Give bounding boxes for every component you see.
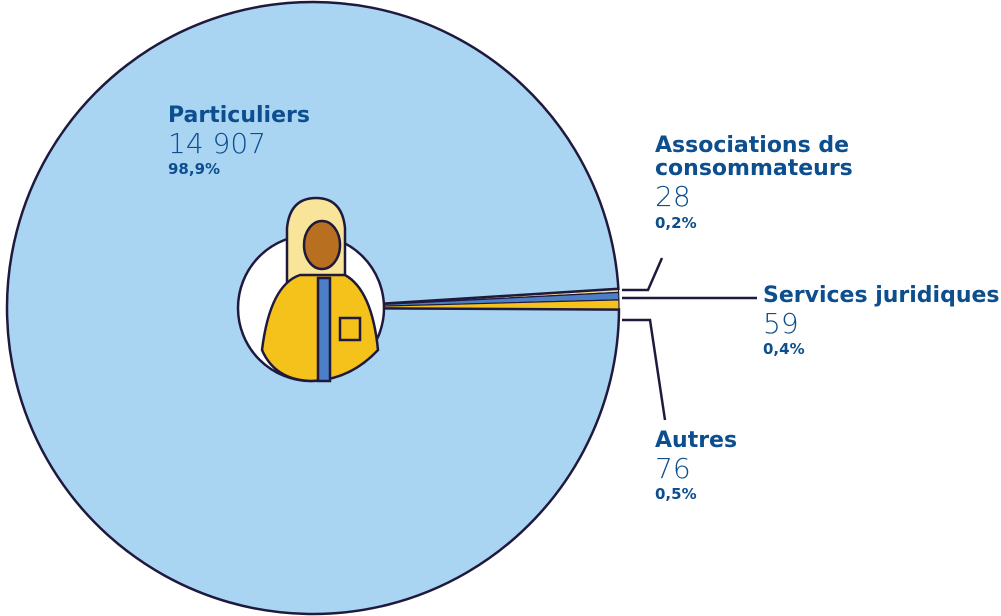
category-label: Associations de consommateurs [655, 133, 853, 182]
value-label: 28 [655, 180, 691, 214]
leader-lines [622, 257, 757, 421]
percent-label: 0,5% [655, 485, 697, 504]
percent-label: 98,9% [168, 160, 221, 179]
pocket [338, 316, 362, 342]
slice-label: Services juridiques 59 0,4% [763, 284, 1001, 358]
slice-label: Particuliers 14 907 98,9% [168, 104, 368, 178]
face [302, 219, 342, 271]
leader-line [622, 318, 667, 421]
value-label: 59 [763, 307, 799, 341]
percent-label: 0,4% [763, 340, 805, 359]
category-label: Services juridiques [763, 283, 1000, 308]
percent-label: 0,2% [655, 213, 697, 232]
value-label: 14 907 [168, 127, 266, 161]
slice-label: Autres 76 0,5% [655, 429, 875, 503]
category-label: Particuliers [168, 103, 310, 128]
category-label: Autres [655, 428, 738, 453]
slice-label: Associations de consommateurs 28 0,2% [655, 134, 875, 231]
leader-line [622, 257, 664, 292]
shirt [316, 276, 332, 383]
value-label: 76 [655, 452, 691, 486]
illustration [236, 196, 386, 383]
